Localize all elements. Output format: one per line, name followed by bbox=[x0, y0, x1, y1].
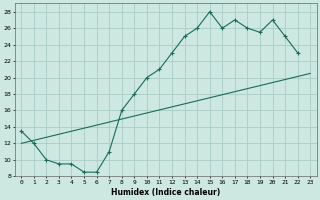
X-axis label: Humidex (Indice chaleur): Humidex (Indice chaleur) bbox=[111, 188, 220, 197]
